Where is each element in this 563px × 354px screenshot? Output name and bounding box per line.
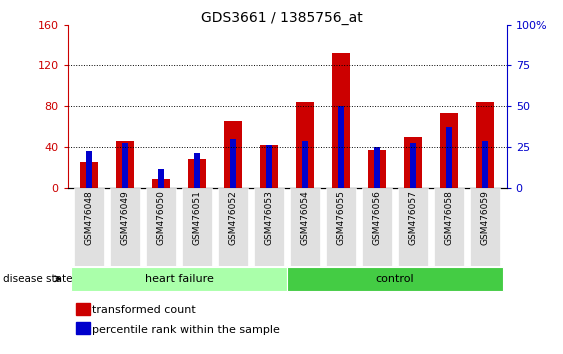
Bar bbox=[122, 143, 128, 188]
FancyBboxPatch shape bbox=[110, 188, 140, 266]
Bar bbox=[77, 322, 90, 334]
Text: heart failure: heart failure bbox=[145, 274, 213, 284]
Text: disease state: disease state bbox=[3, 274, 72, 284]
Text: transformed count: transformed count bbox=[92, 305, 195, 315]
Bar bbox=[77, 303, 90, 315]
Bar bbox=[410, 143, 417, 188]
FancyBboxPatch shape bbox=[71, 267, 287, 291]
Bar bbox=[116, 141, 134, 188]
Bar bbox=[404, 137, 422, 188]
Bar bbox=[296, 102, 314, 188]
FancyBboxPatch shape bbox=[218, 188, 248, 266]
Bar bbox=[86, 151, 92, 188]
Text: GSM476050: GSM476050 bbox=[157, 190, 166, 245]
FancyBboxPatch shape bbox=[434, 188, 464, 266]
FancyBboxPatch shape bbox=[74, 188, 105, 266]
Bar bbox=[194, 153, 200, 188]
Bar bbox=[368, 150, 386, 188]
Bar bbox=[332, 53, 350, 188]
Text: GSM476055: GSM476055 bbox=[337, 190, 346, 245]
FancyBboxPatch shape bbox=[254, 188, 284, 266]
Bar bbox=[80, 162, 98, 188]
Text: GDS3661 / 1385756_at: GDS3661 / 1385756_at bbox=[200, 11, 363, 25]
Text: GSM476048: GSM476048 bbox=[84, 190, 93, 245]
FancyBboxPatch shape bbox=[146, 188, 176, 266]
Text: percentile rank within the sample: percentile rank within the sample bbox=[92, 325, 280, 335]
Text: GSM476054: GSM476054 bbox=[301, 190, 310, 245]
FancyBboxPatch shape bbox=[290, 188, 320, 266]
FancyBboxPatch shape bbox=[470, 188, 501, 266]
FancyBboxPatch shape bbox=[287, 267, 503, 291]
Bar bbox=[374, 147, 381, 188]
FancyBboxPatch shape bbox=[362, 188, 392, 266]
Text: GSM476053: GSM476053 bbox=[265, 190, 274, 245]
Text: GSM476051: GSM476051 bbox=[193, 190, 202, 245]
Bar bbox=[302, 141, 309, 188]
FancyBboxPatch shape bbox=[326, 188, 356, 266]
Bar bbox=[476, 102, 494, 188]
Bar bbox=[224, 121, 242, 188]
Text: GSM476058: GSM476058 bbox=[445, 190, 454, 245]
Bar bbox=[188, 159, 206, 188]
Text: GSM476057: GSM476057 bbox=[409, 190, 418, 245]
Bar bbox=[338, 106, 345, 188]
Text: GSM476052: GSM476052 bbox=[229, 190, 238, 245]
Bar bbox=[158, 169, 164, 188]
Bar bbox=[440, 113, 458, 188]
Bar bbox=[152, 179, 170, 188]
Text: GSM476056: GSM476056 bbox=[373, 190, 382, 245]
Bar bbox=[260, 145, 278, 188]
Text: control: control bbox=[376, 274, 414, 284]
FancyBboxPatch shape bbox=[398, 188, 428, 266]
FancyBboxPatch shape bbox=[182, 188, 212, 266]
Text: GSM476059: GSM476059 bbox=[481, 190, 490, 245]
Bar bbox=[266, 145, 272, 188]
Text: GSM476049: GSM476049 bbox=[120, 190, 129, 245]
Bar bbox=[482, 141, 488, 188]
Bar bbox=[230, 139, 236, 188]
Bar bbox=[446, 127, 452, 188]
